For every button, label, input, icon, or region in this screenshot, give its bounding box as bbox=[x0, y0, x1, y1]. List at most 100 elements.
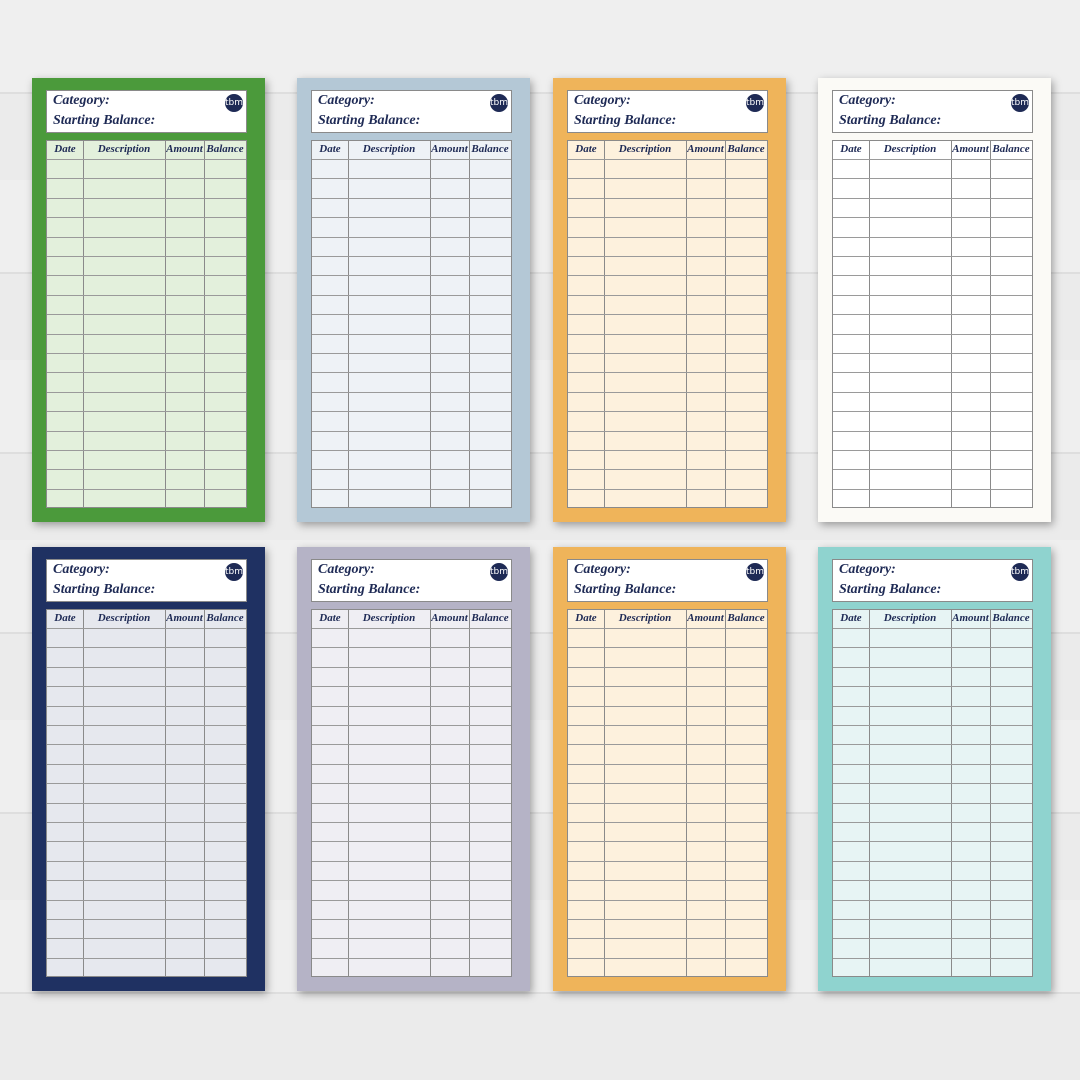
column-header: Description bbox=[97, 143, 151, 155]
logo: tbm bbox=[1011, 563, 1029, 581]
row-line bbox=[833, 822, 1032, 823]
category-label: Category: bbox=[839, 562, 896, 577]
row-line bbox=[833, 860, 1032, 862]
column-header: Date bbox=[575, 612, 597, 624]
row-line bbox=[47, 666, 246, 668]
column-header: Description bbox=[883, 612, 937, 624]
row-line bbox=[833, 628, 1032, 629]
row-line bbox=[312, 353, 511, 354]
column-header: Description bbox=[97, 612, 151, 624]
row-line bbox=[47, 628, 246, 629]
row-line bbox=[568, 841, 767, 843]
row-line bbox=[833, 783, 1032, 785]
row-line bbox=[568, 178, 767, 180]
row-line bbox=[568, 705, 767, 707]
row-line bbox=[312, 957, 511, 959]
logo: tbm bbox=[490, 563, 508, 581]
ledger-table: Date Description Amount Balance bbox=[832, 609, 1033, 977]
column-divider bbox=[686, 610, 687, 976]
row-line bbox=[312, 488, 511, 490]
row-line bbox=[47, 725, 246, 726]
row-line bbox=[568, 275, 767, 277]
row-line bbox=[568, 647, 767, 649]
row-line bbox=[312, 938, 511, 940]
column-divider bbox=[165, 141, 166, 507]
row-line bbox=[312, 256, 511, 257]
row-line bbox=[312, 841, 511, 843]
row-line bbox=[568, 411, 767, 413]
budget-card: Category: Starting Balance: tbm Date Descrip… bbox=[553, 547, 786, 991]
row-line bbox=[833, 391, 1032, 393]
column-header: Balance bbox=[727, 143, 765, 155]
row-line bbox=[312, 159, 511, 160]
row-line bbox=[833, 488, 1032, 490]
row-line bbox=[833, 294, 1032, 296]
row-line bbox=[568, 314, 767, 316]
row-line bbox=[833, 880, 1032, 882]
ledger-table: Date Description Amount Balance bbox=[46, 609, 247, 977]
row-line bbox=[833, 957, 1032, 959]
row-line bbox=[312, 314, 511, 316]
column-header: Date bbox=[54, 612, 76, 624]
row-line bbox=[568, 666, 767, 668]
column-divider bbox=[348, 141, 349, 507]
row-line bbox=[312, 666, 511, 668]
column-divider bbox=[430, 610, 431, 976]
category-label: Category: bbox=[53, 562, 110, 577]
row-line bbox=[833, 919, 1032, 920]
column-header: Date bbox=[840, 612, 862, 624]
row-line bbox=[833, 333, 1032, 335]
row-line bbox=[47, 938, 246, 940]
row-line bbox=[312, 628, 511, 629]
starting-balance-label: Starting Balance: bbox=[53, 113, 156, 128]
row-line bbox=[312, 880, 511, 882]
row-line bbox=[568, 372, 767, 374]
column-divider bbox=[430, 141, 431, 507]
row-line bbox=[47, 430, 246, 432]
row-line bbox=[47, 197, 246, 199]
row-line bbox=[312, 236, 511, 238]
row-line bbox=[833, 666, 1032, 668]
row-line bbox=[568, 197, 767, 199]
ledger-table: Date Description Amount Balance bbox=[567, 609, 768, 977]
budget-card: Category: Starting Balance: tbm Date Descrip… bbox=[297, 547, 530, 991]
column-header: Description bbox=[618, 143, 672, 155]
category-label: Category: bbox=[318, 562, 375, 577]
row-line bbox=[312, 705, 511, 707]
column-header: Balance bbox=[727, 612, 765, 624]
row-line bbox=[833, 725, 1032, 726]
row-line bbox=[312, 899, 511, 901]
row-line bbox=[568, 938, 767, 940]
row-line bbox=[47, 217, 246, 219]
row-line bbox=[47, 353, 246, 354]
row-line bbox=[568, 236, 767, 238]
column-header: Date bbox=[575, 143, 597, 155]
row-line bbox=[833, 159, 1032, 160]
column-header: Amount bbox=[687, 612, 724, 624]
column-divider bbox=[990, 610, 991, 976]
row-line bbox=[833, 802, 1032, 804]
row-line bbox=[312, 783, 511, 785]
row-line bbox=[47, 763, 246, 765]
budget-card: Category: Starting Balance: tbm Date Descrip… bbox=[32, 547, 265, 991]
row-line bbox=[568, 860, 767, 862]
row-line bbox=[312, 822, 511, 823]
row-line bbox=[312, 372, 511, 374]
row-line bbox=[47, 802, 246, 804]
row-line bbox=[47, 822, 246, 823]
row-line bbox=[833, 178, 1032, 180]
row-line bbox=[833, 353, 1032, 354]
row-line bbox=[312, 333, 511, 335]
column-divider bbox=[869, 141, 870, 507]
row-line bbox=[312, 217, 511, 219]
logo: tbm bbox=[225, 563, 243, 581]
column-header: Balance bbox=[206, 612, 244, 624]
column-divider bbox=[204, 141, 205, 507]
row-line bbox=[833, 938, 1032, 940]
row-line bbox=[833, 705, 1032, 707]
column-header: Description bbox=[362, 143, 416, 155]
column-header: Amount bbox=[166, 143, 203, 155]
row-line bbox=[47, 880, 246, 882]
column-header: Balance bbox=[992, 143, 1030, 155]
